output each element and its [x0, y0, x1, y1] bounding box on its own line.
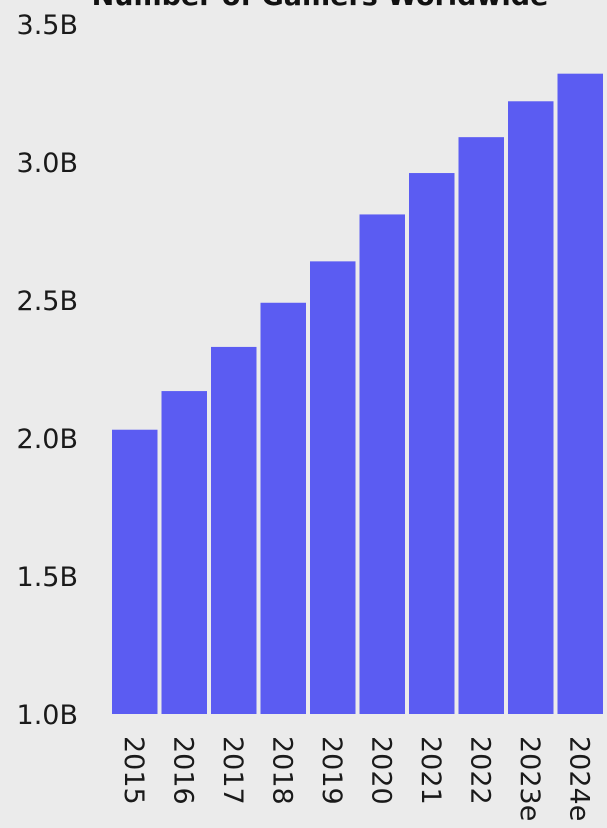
y-tick-label: 3.5B — [17, 10, 78, 41]
y-axis: 1.0B 1.5B 2.0B 2.5B 3.0B 3.5B — [17, 10, 78, 731]
bars — [112, 73, 603, 715]
bar-2021 — [409, 173, 455, 715]
x-tick-label: 2024e — [563, 736, 594, 821]
y-tick-label: 2.5B — [17, 286, 78, 317]
bar-2016 — [161, 391, 207, 714]
x-tick-label: 2023e — [514, 736, 545, 821]
y-tick-label: 1.0B — [17, 700, 78, 731]
x-tick-label: 2017 — [217, 736, 248, 805]
x-tick-label: 2021 — [415, 736, 446, 805]
chart-title: Number of Gamers Worldwide — [92, 0, 549, 12]
x-tick-label: 2019 — [316, 736, 347, 805]
bar-2018 — [260, 302, 306, 714]
y-tick-label: 2.0B — [17, 424, 78, 455]
bar-2015 — [112, 429, 158, 714]
bar-2017 — [211, 346, 257, 714]
x-tick-label: 2015 — [118, 736, 149, 805]
y-tick-label: 3.0B — [17, 148, 78, 179]
bar-2023e — [508, 101, 554, 714]
x-axis: 2015 2016 2017 2018 2019 2020 2021 2022 2023e 202… — [118, 736, 595, 821]
x-tick-label: 2022 — [464, 736, 495, 805]
bar-2024e — [557, 73, 603, 715]
x-tick-label: 2020 — [365, 736, 396, 805]
x-tick-label: 2018 — [266, 736, 297, 805]
x-tick-label: 2016 — [167, 736, 198, 805]
bar-2019 — [310, 261, 356, 714]
y-tick-label: 1.5B — [17, 562, 78, 593]
bar-2022 — [458, 137, 504, 714]
bar-2020 — [359, 214, 405, 714]
